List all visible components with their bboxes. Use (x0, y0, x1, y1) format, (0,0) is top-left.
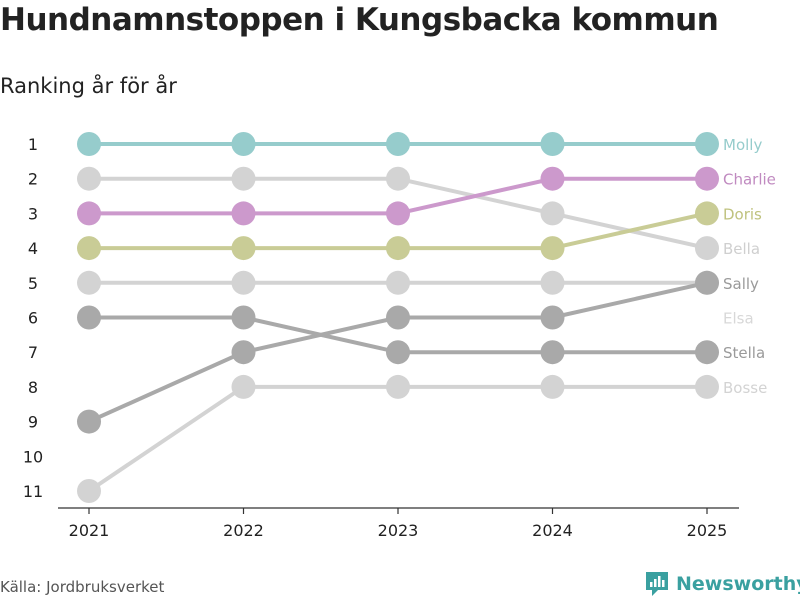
data-point[interactable] (231, 166, 256, 191)
x-tick-label: 2022 (223, 521, 264, 540)
data-point[interactable] (231, 270, 256, 295)
data-point[interactable] (386, 270, 410, 295)
data-point[interactable] (77, 166, 101, 191)
newsworthy-logo-icon (646, 572, 668, 596)
data-point[interactable] (695, 270, 719, 295)
y-tick-label: 7 (28, 343, 38, 362)
y-tick-label: 4 (28, 239, 38, 258)
y-tick-label: 9 (28, 413, 38, 432)
data-point[interactable] (695, 166, 719, 191)
data-point[interactable] (540, 236, 565, 261)
data-point[interactable] (386, 374, 410, 399)
data-point[interactable] (386, 166, 410, 191)
brand-name: Newsworthy (676, 573, 800, 595)
y-tick-label: 8 (28, 378, 38, 397)
chart-title: Hundnamnstoppen i Kungsbacka kommun (0, 2, 719, 38)
x-tick-label: 2021 (69, 521, 110, 540)
series-charlie (77, 166, 719, 226)
end-label-bosse: Bosse (723, 379, 767, 397)
data-point[interactable] (231, 305, 256, 330)
end-label-elsa: Elsa (723, 310, 754, 328)
x-axis: 2021 2022 2023 2024 2025 (58, 507, 739, 540)
data-point[interactable] (540, 132, 565, 156)
series-line (87, 384, 707, 493)
y-tick-label: 6 (28, 309, 38, 328)
data-point[interactable] (540, 270, 565, 295)
end-label-molly: Molly (723, 136, 762, 154)
data-point[interactable] (540, 374, 565, 399)
data-point[interactable] (695, 374, 719, 399)
data-point[interactable] (77, 201, 101, 226)
end-label-charlie: Charlie (723, 171, 776, 189)
data-point[interactable] (695, 340, 719, 365)
end-label-stella: Stella (723, 344, 765, 362)
end-label-sally: Sally (723, 275, 759, 293)
data-point[interactable] (386, 132, 410, 156)
data-point[interactable] (386, 236, 410, 261)
series-bella (77, 166, 719, 261)
series-sally (77, 270, 719, 434)
end-label-bella: Bella (723, 240, 760, 258)
brand-logo[interactable]: Newsworthy (644, 569, 800, 599)
series-bosse (77, 374, 719, 503)
x-tick-label: 2024 (532, 521, 573, 540)
end-label-doris: Doris (723, 205, 762, 223)
data-point[interactable] (231, 374, 256, 399)
data-point[interactable] (540, 201, 565, 226)
series-elsa (77, 270, 719, 295)
y-tick-label: 10 (23, 447, 43, 466)
data-point[interactable] (77, 132, 101, 156)
end-labels: Molly Charlie Doris Bella Sally Elsa Stella Bos… (723, 136, 776, 397)
x-tick-label: 2023 (378, 521, 419, 540)
data-point[interactable] (695, 201, 719, 226)
data-point[interactable] (231, 340, 256, 365)
data-point[interactable] (540, 305, 565, 330)
y-tick-label: 2 (28, 170, 38, 189)
data-point[interactable] (77, 270, 101, 295)
x-tick-label: 2025 (687, 521, 728, 540)
data-point[interactable] (695, 132, 719, 156)
data-point[interactable] (386, 201, 410, 226)
source-note: Källa: Jordbruksverket (0, 578, 165, 596)
data-point[interactable] (231, 132, 256, 156)
y-tick-label: 11 (23, 482, 43, 501)
data-point[interactable] (231, 236, 256, 261)
data-point[interactable] (77, 236, 101, 261)
data-point[interactable] (386, 305, 410, 330)
series-molly (77, 132, 719, 156)
data-point[interactable] (231, 201, 256, 226)
data-point[interactable] (77, 305, 101, 330)
series-layer (77, 132, 719, 503)
chart-subtitle: Ranking år för år (0, 74, 177, 98)
data-point[interactable] (695, 236, 719, 261)
data-point[interactable] (540, 166, 565, 191)
series-stella (77, 305, 719, 365)
y-tick-label: 3 (28, 204, 38, 223)
data-point[interactable] (77, 409, 101, 434)
data-point[interactable] (77, 479, 101, 503)
y-tick-label: 5 (28, 274, 38, 293)
data-point[interactable] (540, 340, 565, 365)
y-axis: 1 2 3 4 5 6 7 8 9 10 11 (23, 135, 43, 501)
data-point[interactable] (386, 340, 410, 365)
y-tick-label: 1 (28, 135, 38, 154)
series-doris (77, 201, 719, 261)
